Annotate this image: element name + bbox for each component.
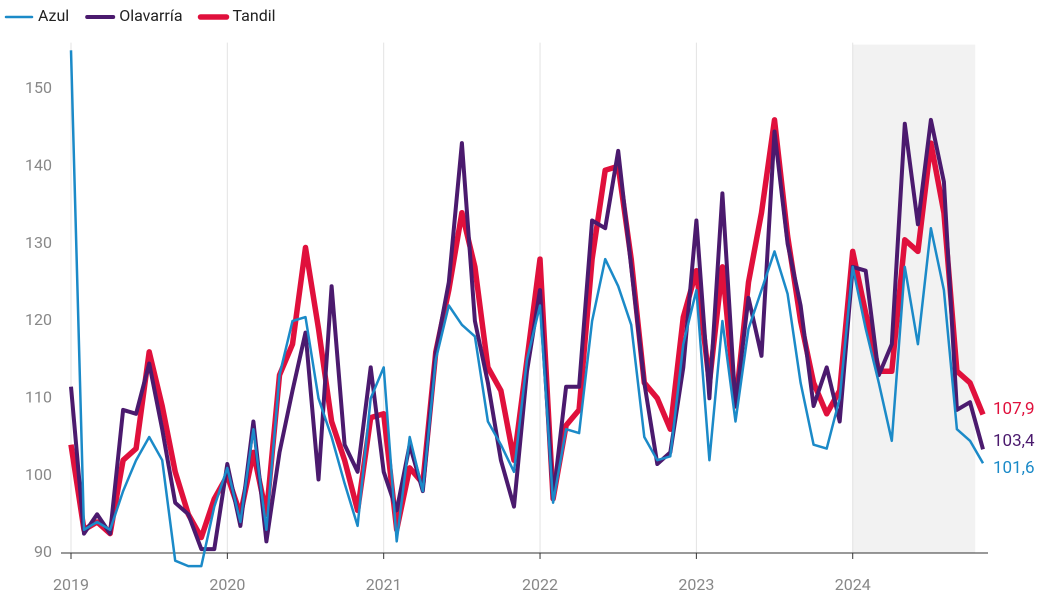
y-tick-label: 150 — [25, 78, 52, 97]
series-line — [69, 50, 985, 568]
x-tick-label: 2019 — [53, 575, 89, 594]
end-label: 103,4 — [993, 431, 1035, 451]
end-label: 107,9 — [993, 399, 1035, 419]
legend-label: Tandil — [233, 6, 276, 25]
x-tick-label: 2021 — [366, 575, 402, 594]
y-tick-label: 100 — [25, 465, 52, 484]
y-tick-label: 130 — [25, 233, 52, 252]
end-label: 101,6 — [993, 458, 1035, 478]
y-tick-label: 110 — [25, 388, 52, 407]
series-line — [69, 117, 985, 552]
x-tick-label: 2020 — [209, 575, 245, 594]
x-tick-label: 2023 — [678, 575, 714, 594]
legend-label: Azul — [38, 6, 69, 25]
legend-label: Olavarría — [119, 6, 182, 25]
y-tick-label: 140 — [25, 156, 52, 175]
x-tick-label: 2022 — [522, 575, 558, 594]
y-tick-label: 90 — [34, 542, 52, 561]
y-tick-label: 120 — [25, 310, 52, 329]
x-tick-label: 2024 — [835, 575, 871, 594]
highlight-band — [852, 44, 976, 553]
